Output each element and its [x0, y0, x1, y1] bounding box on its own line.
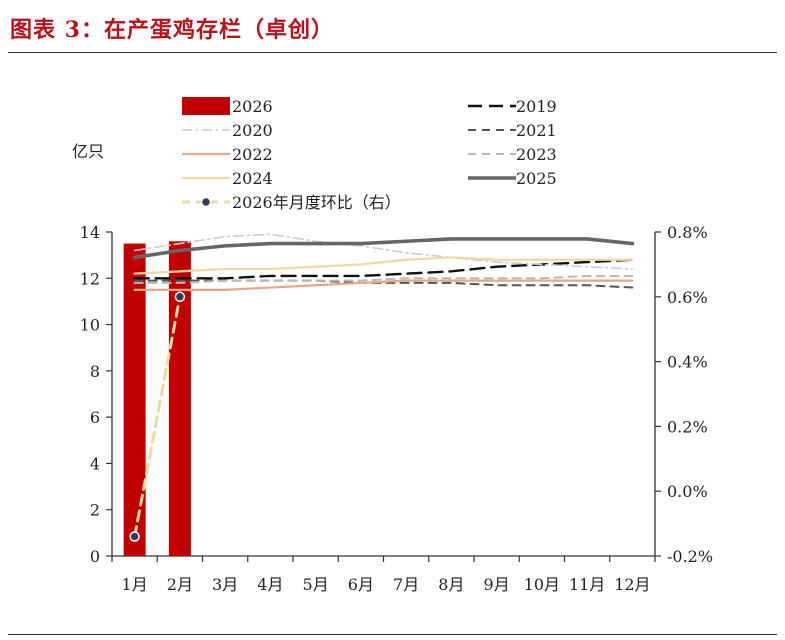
mom-point — [174, 291, 186, 303]
x-tick-label: 3月 — [212, 575, 238, 594]
mom-point — [129, 531, 140, 542]
y-left-tick-label: 14 — [80, 223, 100, 242]
y-left-tick-label: 12 — [80, 269, 100, 288]
y-right-tick-label: 0.2% — [667, 417, 708, 436]
y-left-tick-label: 10 — [80, 316, 100, 335]
axes-group: 0 2 4 6 8 10 12 14 -0.2% 0.0% 0.2% 0.4% 0.6% 0.8% 1月 2月… — [72, 142, 713, 594]
legend-group: 2026 2020 2022 2024 2026年月度环比（右） 2019 2021 2023… — [182, 97, 557, 212]
line-series-2024 — [133, 256, 634, 275]
x-tick-label: 2月 — [167, 575, 193, 594]
x-tick-label: 7月 — [393, 575, 419, 594]
x-tick-label: 5月 — [303, 575, 329, 594]
line-series-2021 — [133, 279, 634, 289]
line-series-2022 — [133, 279, 634, 291]
y-left-unit-label: 亿只 — [72, 142, 104, 161]
x-tick-label: 9月 — [484, 575, 510, 594]
bottom-rule — [8, 634, 777, 635]
chart-title: 图表 3：在产蛋鸡存栏（卓创） — [10, 17, 334, 43]
y-right-tick-label: 0.8% — [667, 223, 708, 242]
line-series-2023 — [133, 274, 634, 284]
x-tick-label: 6月 — [348, 575, 374, 594]
legend-label-2020: 2020 — [232, 121, 273, 140]
line-series-2019 — [133, 258, 634, 280]
bars-group — [123, 241, 191, 557]
mom-line — [133, 295, 182, 539]
mom-group — [129, 291, 186, 542]
legend-label-2024: 2024 — [232, 169, 273, 188]
top-rule — [8, 52, 777, 53]
x-tick-label: 10月 — [524, 575, 560, 594]
line-series-2025 — [132, 237, 635, 260]
legend-label-2022: 2022 — [232, 145, 273, 164]
legend-swatch-2026 — [182, 97, 230, 115]
y-right-tick-label: 0.0% — [667, 482, 708, 501]
x-tick-label: 1月 — [122, 575, 148, 594]
y-left-tick-label: 4 — [90, 454, 100, 473]
x-tick-label: 8月 — [438, 575, 464, 594]
bar-2026 — [168, 241, 191, 556]
legend-marker-mom — [200, 196, 212, 208]
y-right-tick-label: -0.2% — [667, 547, 713, 566]
line-series-2020 — [133, 233, 634, 270]
x-tick-label: 12月 — [614, 575, 650, 594]
lines-group — [132, 233, 635, 291]
y-left-tick-label: 2 — [90, 501, 100, 520]
x-tick-label: 11月 — [569, 575, 605, 594]
y-right-tick-label: 0.4% — [667, 353, 708, 372]
bar-2026 — [123, 243, 146, 557]
legend-label-2026: 2026 — [232, 97, 273, 116]
legend-label-2019: 2019 — [516, 97, 557, 116]
y-right-tick-label: 0.6% — [667, 288, 708, 307]
y-left-tick-label: 8 — [90, 362, 100, 381]
legend-label-2023: 2023 — [516, 145, 557, 164]
y-left-tick-label: 0 — [90, 547, 100, 566]
legend-label-2025: 2025 — [516, 169, 557, 188]
legend-label-mom: 2026年月度环比（右） — [232, 193, 401, 212]
legend-label-2021: 2021 — [516, 121, 557, 140]
x-tick-label: 4月 — [257, 575, 283, 594]
y-left-tick-label: 6 — [90, 408, 100, 427]
